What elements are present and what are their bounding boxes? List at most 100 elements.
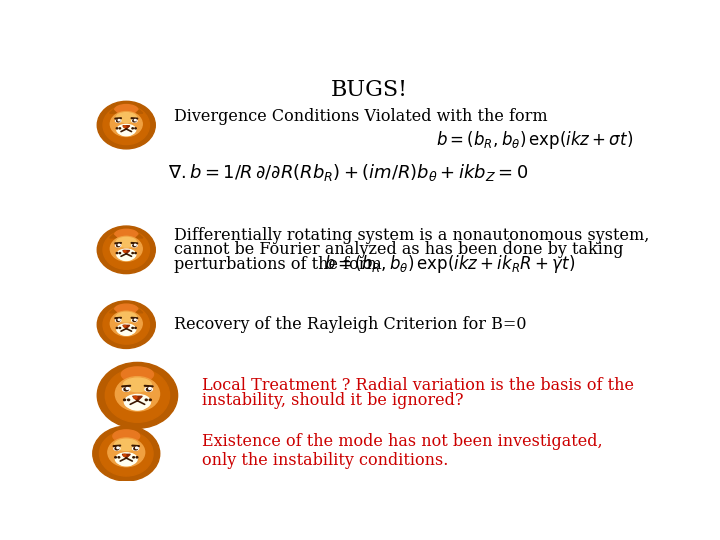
Ellipse shape <box>134 447 138 450</box>
Ellipse shape <box>132 245 136 247</box>
Circle shape <box>135 447 138 449</box>
Ellipse shape <box>132 447 139 450</box>
Ellipse shape <box>117 120 120 122</box>
Text: Existence of the mode has not been investigated,: Existence of the mode has not been inves… <box>202 434 602 450</box>
Polygon shape <box>136 110 143 113</box>
Text: cannot be Fourier analyzed as has been done by taking: cannot be Fourier analyzed as has been d… <box>174 241 624 258</box>
Circle shape <box>123 454 126 456</box>
Ellipse shape <box>103 305 150 344</box>
Ellipse shape <box>130 403 145 410</box>
Circle shape <box>120 327 121 328</box>
Circle shape <box>124 251 126 252</box>
Ellipse shape <box>114 230 138 240</box>
Ellipse shape <box>114 439 138 450</box>
Ellipse shape <box>97 301 156 348</box>
Ellipse shape <box>122 367 153 382</box>
Ellipse shape <box>146 388 151 391</box>
Circle shape <box>132 128 133 129</box>
Circle shape <box>116 128 117 129</box>
Circle shape <box>124 399 125 401</box>
Ellipse shape <box>103 106 150 145</box>
Ellipse shape <box>116 238 136 247</box>
Circle shape <box>134 396 137 399</box>
Circle shape <box>135 253 136 254</box>
Ellipse shape <box>122 387 130 392</box>
Polygon shape <box>132 396 143 401</box>
Ellipse shape <box>110 112 143 137</box>
Ellipse shape <box>99 431 153 476</box>
Circle shape <box>132 253 133 254</box>
Circle shape <box>118 244 120 246</box>
Ellipse shape <box>132 319 136 321</box>
Polygon shape <box>109 309 117 313</box>
Circle shape <box>118 319 120 320</box>
Text: $b = (b_R, b_\theta)\,\exp(ikz + \sigma t)$: $b = (b_R, b_\theta)\,\exp(ikz + \sigma … <box>436 129 633 151</box>
Ellipse shape <box>93 426 160 481</box>
Circle shape <box>124 325 126 327</box>
Circle shape <box>149 399 151 401</box>
Circle shape <box>132 327 133 328</box>
Circle shape <box>126 388 129 389</box>
Circle shape <box>132 457 135 458</box>
Text: BUGS!: BUGS! <box>330 79 408 102</box>
Text: Divergence Conditions Violated with the form: Divergence Conditions Violated with the … <box>174 109 547 125</box>
Ellipse shape <box>97 102 156 149</box>
Polygon shape <box>109 235 117 238</box>
Circle shape <box>135 244 136 246</box>
Circle shape <box>135 327 136 328</box>
Circle shape <box>114 457 117 458</box>
Ellipse shape <box>115 244 121 247</box>
Ellipse shape <box>117 124 135 135</box>
Text: Local Treatment ? Radial variation is the basis of the: Local Treatment ? Radial variation is th… <box>202 377 634 394</box>
Ellipse shape <box>115 377 160 411</box>
Polygon shape <box>123 325 130 328</box>
Ellipse shape <box>114 304 138 315</box>
Circle shape <box>124 126 126 127</box>
Ellipse shape <box>132 319 137 322</box>
Circle shape <box>148 388 151 389</box>
Ellipse shape <box>115 119 121 122</box>
Text: $\nabla.b = 1/R\,\partial/\partial R(Rb_R) + (im/R)b_\theta + ikb_Z = 0$: $\nabla.b = 1/R\,\partial/\partial R(Rb_… <box>168 163 528 184</box>
Ellipse shape <box>103 231 150 269</box>
Circle shape <box>135 128 136 129</box>
Text: Recovery of the Rayleigh Criterion for B=0: Recovery of the Rayleigh Criterion for B… <box>174 316 526 333</box>
Polygon shape <box>136 235 143 238</box>
Circle shape <box>116 253 117 254</box>
Polygon shape <box>136 309 143 313</box>
Circle shape <box>117 447 119 449</box>
Ellipse shape <box>110 237 143 261</box>
Polygon shape <box>122 454 130 458</box>
Ellipse shape <box>110 311 143 336</box>
Ellipse shape <box>116 312 136 322</box>
Text: Differentially rotating system is a nonautonomous system,: Differentially rotating system is a nona… <box>174 227 649 244</box>
Ellipse shape <box>120 131 132 136</box>
Circle shape <box>118 119 120 121</box>
Ellipse shape <box>125 394 150 409</box>
Ellipse shape <box>124 388 128 391</box>
Circle shape <box>136 457 138 458</box>
Ellipse shape <box>114 105 138 116</box>
Text: only the instability conditions.: only the instability conditions. <box>202 452 448 469</box>
Ellipse shape <box>123 378 151 392</box>
Circle shape <box>120 128 121 129</box>
Ellipse shape <box>120 255 132 260</box>
Polygon shape <box>123 251 130 254</box>
Polygon shape <box>109 110 117 113</box>
Ellipse shape <box>117 319 120 321</box>
Ellipse shape <box>97 362 178 428</box>
Ellipse shape <box>117 324 135 335</box>
Circle shape <box>116 327 117 328</box>
Ellipse shape <box>132 119 137 122</box>
Text: instability, should it be ignored?: instability, should it be ignored? <box>202 392 463 409</box>
Ellipse shape <box>97 226 156 274</box>
Ellipse shape <box>108 438 145 467</box>
Ellipse shape <box>116 113 136 123</box>
Ellipse shape <box>132 120 136 122</box>
Circle shape <box>145 399 148 401</box>
Circle shape <box>135 319 136 320</box>
Ellipse shape <box>114 447 120 450</box>
Ellipse shape <box>115 447 119 450</box>
Circle shape <box>135 119 136 121</box>
Ellipse shape <box>132 244 137 247</box>
Ellipse shape <box>113 430 140 442</box>
